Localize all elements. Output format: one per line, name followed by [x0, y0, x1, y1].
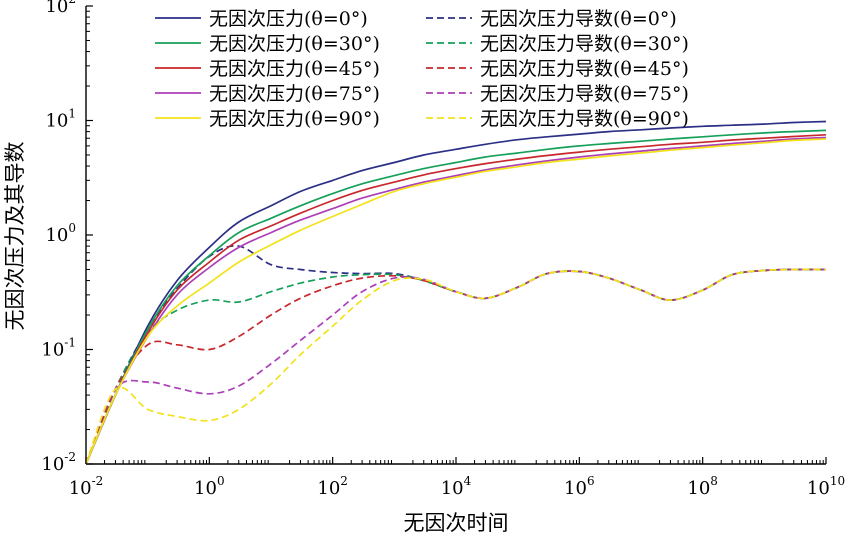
legend-label-7: 无因次压力导数(θ=30°) [480, 33, 689, 55]
legend-label-2: 无因次压力(θ=30°) [209, 33, 380, 55]
series-line-10 [85, 268, 827, 465]
legend: 无因次压力(θ=0°) 无因次压力(θ=30°) 无因次压力(θ=45°) 无因次压力… [155, 8, 689, 130]
x-tick-label: 106 [564, 474, 595, 499]
x-tick-label: 100 [194, 474, 225, 499]
x-axis-label: 无因次时间 [404, 511, 509, 535]
y-axis-label: 无因次压力及其导数 [3, 142, 27, 331]
legend-label-1: 无因次压力(θ=0°) [209, 8, 368, 30]
legend-label-3: 无因次压力(θ=45°) [209, 58, 380, 80]
x-tick-label: 1010 [807, 474, 845, 499]
series-line-8 [85, 268, 827, 465]
series-line-9 [85, 268, 827, 465]
plot-frame [85, 6, 826, 465]
legend-label-4: 无因次压力(θ=75°) [209, 83, 380, 105]
x-tick-label: 102 [317, 474, 348, 499]
series-line-5 [85, 138, 827, 465]
series-line-6 [85, 245, 827, 465]
y-tick-label: 101 [45, 107, 76, 132]
legend-label-9: 无因次压力导数(θ=75°) [480, 83, 689, 105]
series-line-3 [85, 133, 827, 465]
y-tick-label: 102 [45, 0, 76, 17]
legend-label-10: 无因次压力导数(θ=90°) [480, 108, 689, 130]
series-line-4 [85, 136, 827, 465]
series-layer [85, 120, 827, 465]
y-tick-label: 10-2 [41, 450, 76, 475]
y-tick-label: 10-1 [41, 336, 76, 361]
legend-label-6: 无因次压力导数(θ=0°) [480, 8, 677, 30]
series-line-7 [85, 268, 827, 465]
x-tick-label: 104 [441, 474, 472, 499]
legend-label-8: 无因次压力导数(θ=45°) [480, 58, 689, 80]
x-tick-label: 108 [687, 474, 718, 499]
x-tick-label: 10-2 [69, 474, 104, 499]
ticks-layer: 10-2 100 102 104 106 108 1010 10-2 10-1 100 101 102 [41, 0, 845, 499]
y-tick-label: 100 [45, 221, 76, 246]
series-line-1 [85, 120, 827, 465]
series-line-2 [85, 129, 827, 465]
legend-label-5: 无因次压力(θ=90°) [209, 108, 380, 130]
